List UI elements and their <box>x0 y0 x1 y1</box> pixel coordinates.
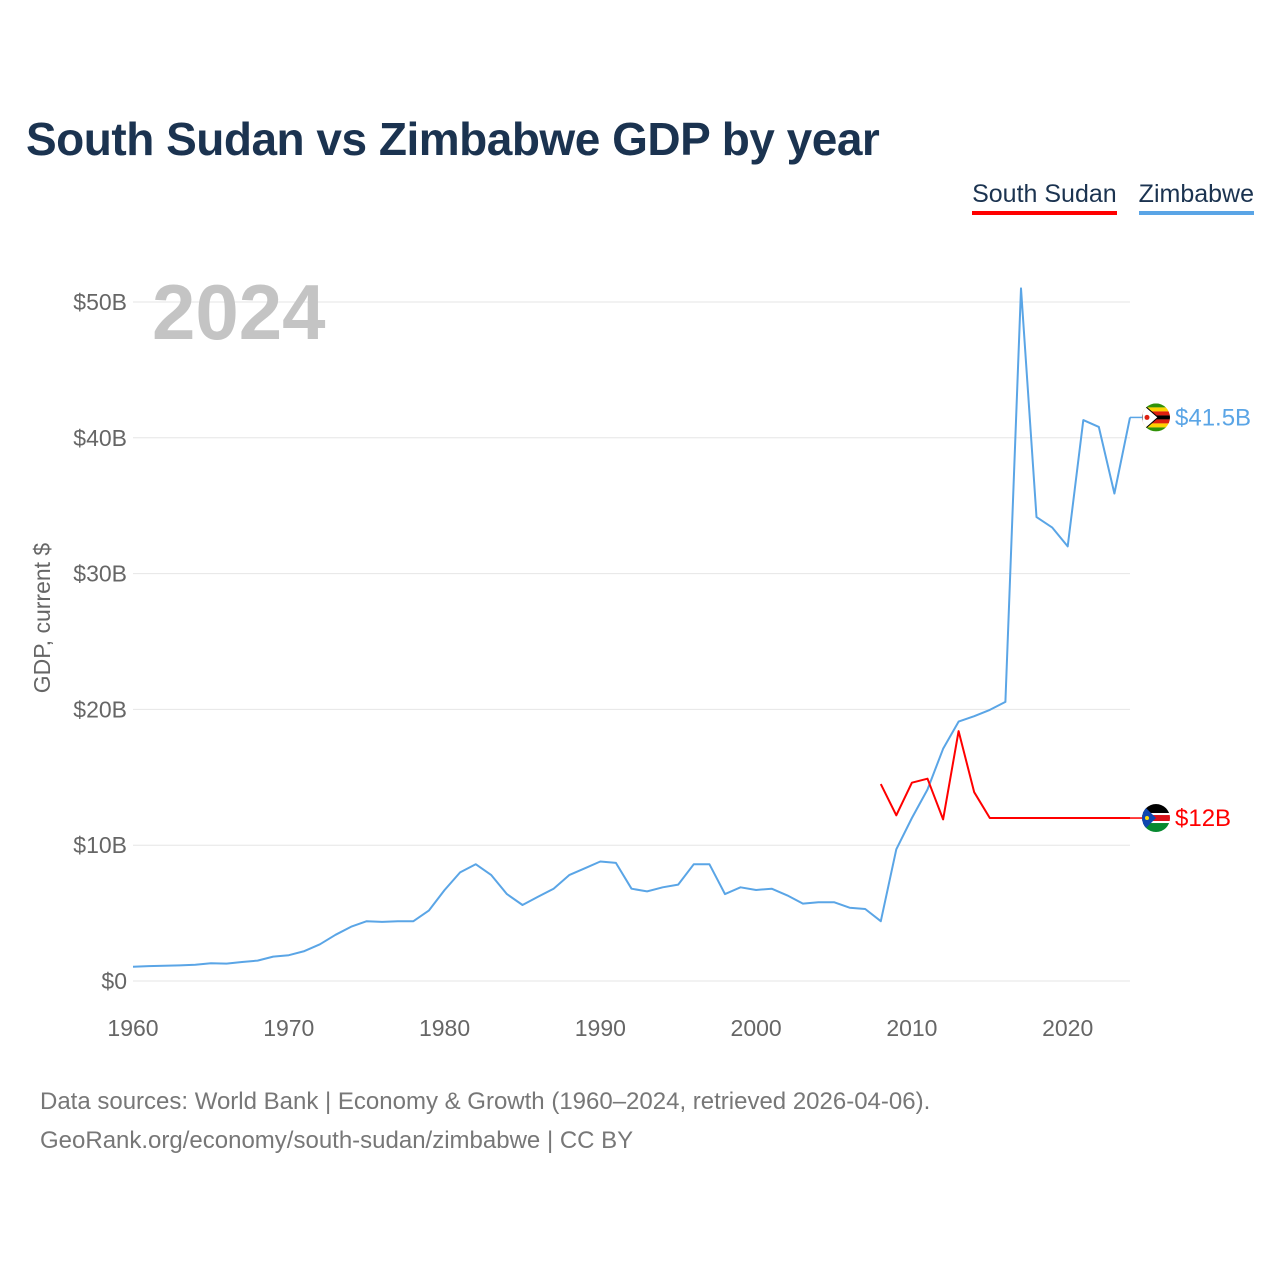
x-tick-label: 2000 <box>731 1015 782 1041</box>
data-source: Data sources: World Bank | Economy & Gro… <box>40 1082 930 1160</box>
source-line-2[interactable]: GeoRank.org/economy/south-sudan/zimbabwe… <box>40 1127 634 1154</box>
x-tick-label: 2020 <box>1042 1015 1093 1041</box>
south-sudan-end-label: $12B <box>1175 805 1231 832</box>
zimbabwe-end-label: $41.5B <box>1175 404 1251 431</box>
y-axis-ticks: $0 $10B $20B $30B $40B $50B <box>73 289 127 994</box>
south-sudan-flag-icon <box>1142 804 1170 833</box>
gridlines <box>133 301 1130 982</box>
gdp-line-chart: 2024 GDP, current $ $0 $10B $20B $30B $40B $5… <box>29 268 1251 1041</box>
y-tick-label: $10B <box>73 832 127 858</box>
legend: South Sudan Zimbabwe <box>972 180 1254 215</box>
zimbabwe-flag-icon <box>1142 403 1170 432</box>
legend-item-zimbabwe[interactable]: Zimbabwe <box>1138 180 1254 215</box>
y-tick-label: $0 <box>101 968 127 994</box>
y-tick-label: $50B <box>73 289 127 315</box>
series-lines <box>132 287 1142 968</box>
chart-title: South Sudan vs Zimbabwe GDP by year <box>26 113 880 165</box>
x-tick-label: 2010 <box>886 1015 937 1041</box>
x-tick-label: 1960 <box>107 1015 158 1041</box>
source-line-1: Data sources: World Bank | Economy & Gro… <box>40 1088 931 1115</box>
year-display: 2024 <box>152 268 326 356</box>
y-axis-label: GDP, current $ <box>29 543 55 694</box>
y-tick-label: $30B <box>73 561 127 587</box>
x-tick-label: 1970 <box>263 1015 314 1041</box>
y-tick-label: $40B <box>73 425 127 451</box>
y-tick-label: $20B <box>73 696 127 722</box>
x-axis-ticks: 1960 1970 1980 1990 2000 2010 2020 <box>107 1015 1093 1041</box>
x-tick-label: 1980 <box>419 1015 470 1041</box>
x-tick-label: 1990 <box>575 1015 626 1041</box>
legend-item-south-sudan[interactable]: South Sudan <box>972 180 1117 215</box>
series-line-south-sudan[interactable] <box>879 730 1130 821</box>
series-line-zimbabwe[interactable] <box>132 287 1131 968</box>
